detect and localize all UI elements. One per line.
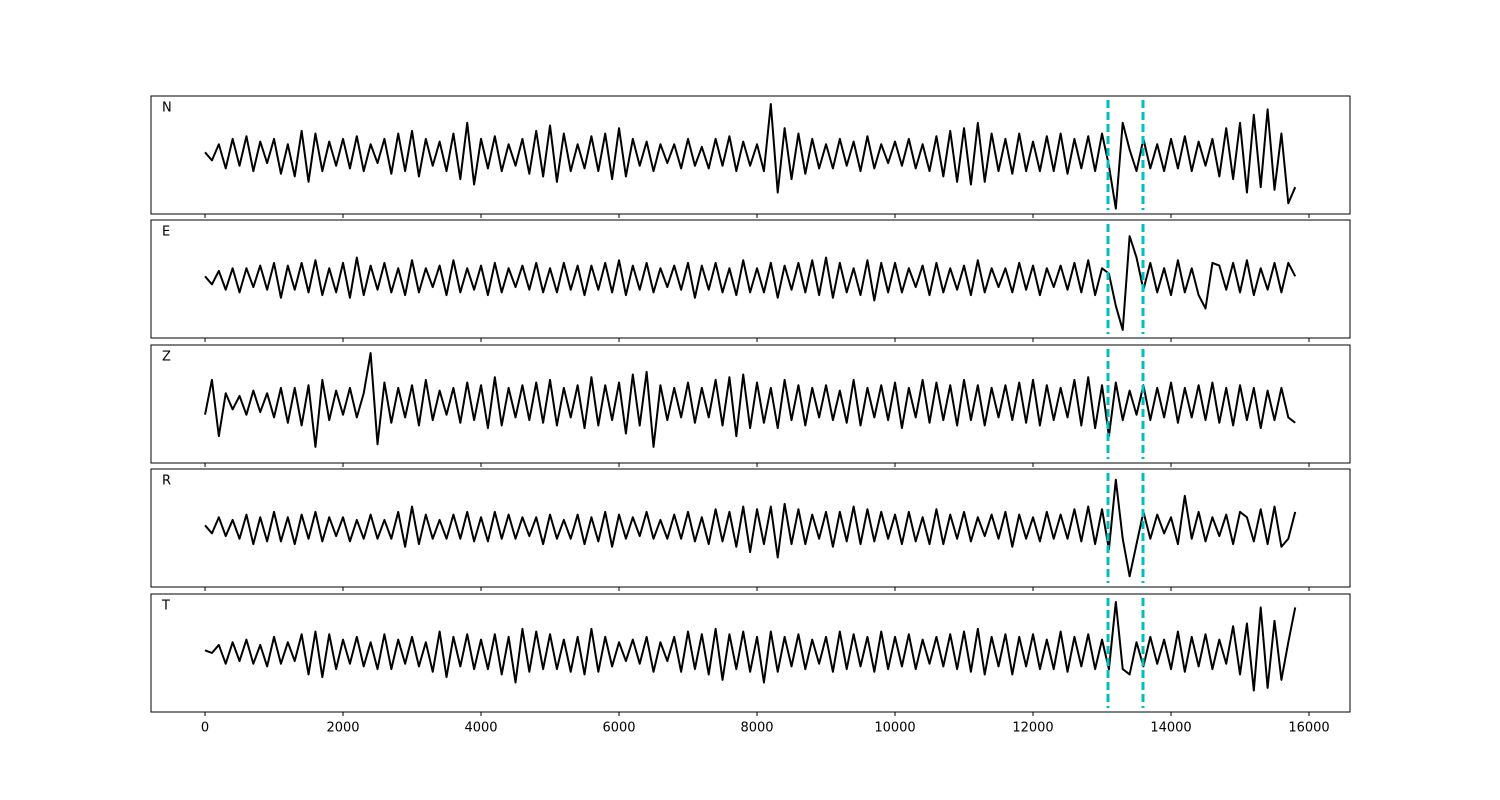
panel-frame <box>150 593 1351 713</box>
trace-line <box>204 478 1297 578</box>
panel-frame <box>150 219 1351 339</box>
x-tick-label: 14000 <box>1150 721 1191 736</box>
panel-frame <box>150 344 1351 464</box>
trace-line <box>204 103 1297 210</box>
x-tick-label: 12000 <box>1012 721 1053 736</box>
panel-label: T <box>161 599 170 614</box>
x-tick-label: 8000 <box>740 721 773 736</box>
x-tick-label: 0 <box>201 721 209 736</box>
x-tick-label: 16000 <box>1288 721 1329 736</box>
panel-label: E <box>162 225 170 240</box>
panel-frame <box>150 468 1351 588</box>
trace-line <box>204 601 1297 692</box>
panel-label: Z <box>162 350 171 365</box>
trace-line <box>204 352 1296 448</box>
x-tick-label: 6000 <box>602 721 635 736</box>
panel-label: N <box>162 101 172 116</box>
x-tick-label: 2000 <box>326 721 359 736</box>
panel-label: R <box>162 474 171 489</box>
trace-line <box>204 235 1297 331</box>
x-tick-label: 10000 <box>874 721 915 736</box>
panel-frame <box>150 95 1351 215</box>
x-tick-label: 4000 <box>464 721 497 736</box>
